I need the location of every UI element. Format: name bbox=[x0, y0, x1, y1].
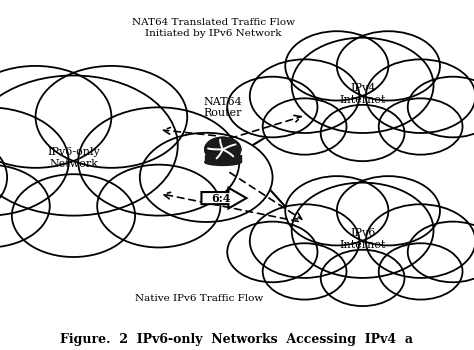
Circle shape bbox=[140, 133, 273, 222]
Circle shape bbox=[227, 222, 318, 282]
Circle shape bbox=[408, 77, 474, 137]
Circle shape bbox=[263, 243, 346, 300]
Ellipse shape bbox=[205, 146, 241, 153]
FancyArrow shape bbox=[201, 188, 246, 209]
Circle shape bbox=[408, 222, 474, 282]
Circle shape bbox=[36, 66, 187, 168]
Circle shape bbox=[205, 137, 241, 161]
Text: NAT64
Router: NAT64 Router bbox=[203, 97, 242, 118]
Circle shape bbox=[250, 204, 359, 278]
Circle shape bbox=[292, 183, 434, 278]
Text: 6:4: 6:4 bbox=[211, 193, 231, 204]
Text: Figure.  2  IPv6-only  Networks  Accessing  IPv4  a: Figure. 2 IPv6-only Networks Accessing I… bbox=[61, 334, 413, 346]
Ellipse shape bbox=[205, 159, 241, 166]
Text: IPv6
Internet: IPv6 Internet bbox=[339, 228, 386, 250]
Text: IPv4
Internet: IPv4 Internet bbox=[339, 83, 386, 105]
Circle shape bbox=[366, 60, 474, 133]
Circle shape bbox=[263, 98, 346, 155]
FancyBboxPatch shape bbox=[205, 155, 241, 162]
Circle shape bbox=[0, 107, 69, 216]
Text: NAT64 Translated Traffic Flow
Initiated by IPv6 Network: NAT64 Translated Traffic Flow Initiated … bbox=[132, 18, 295, 37]
Circle shape bbox=[337, 176, 440, 245]
Circle shape bbox=[78, 107, 239, 216]
Text: Native IPv6 Traffic Flow: Native IPv6 Traffic Flow bbox=[135, 294, 263, 303]
Circle shape bbox=[227, 77, 318, 137]
Circle shape bbox=[366, 204, 474, 278]
Circle shape bbox=[285, 31, 388, 100]
Circle shape bbox=[321, 105, 404, 161]
Circle shape bbox=[97, 164, 220, 247]
Circle shape bbox=[292, 38, 434, 133]
Circle shape bbox=[379, 98, 463, 155]
Circle shape bbox=[250, 60, 359, 133]
Circle shape bbox=[0, 133, 7, 222]
Circle shape bbox=[321, 250, 404, 306]
Circle shape bbox=[0, 164, 50, 247]
Circle shape bbox=[0, 66, 111, 168]
Circle shape bbox=[337, 31, 440, 100]
Circle shape bbox=[12, 174, 135, 257]
Circle shape bbox=[0, 76, 178, 216]
Circle shape bbox=[379, 243, 463, 300]
Circle shape bbox=[285, 176, 388, 245]
Text: IPv6-only
Network: IPv6-only Network bbox=[47, 147, 100, 169]
Circle shape bbox=[205, 137, 241, 161]
